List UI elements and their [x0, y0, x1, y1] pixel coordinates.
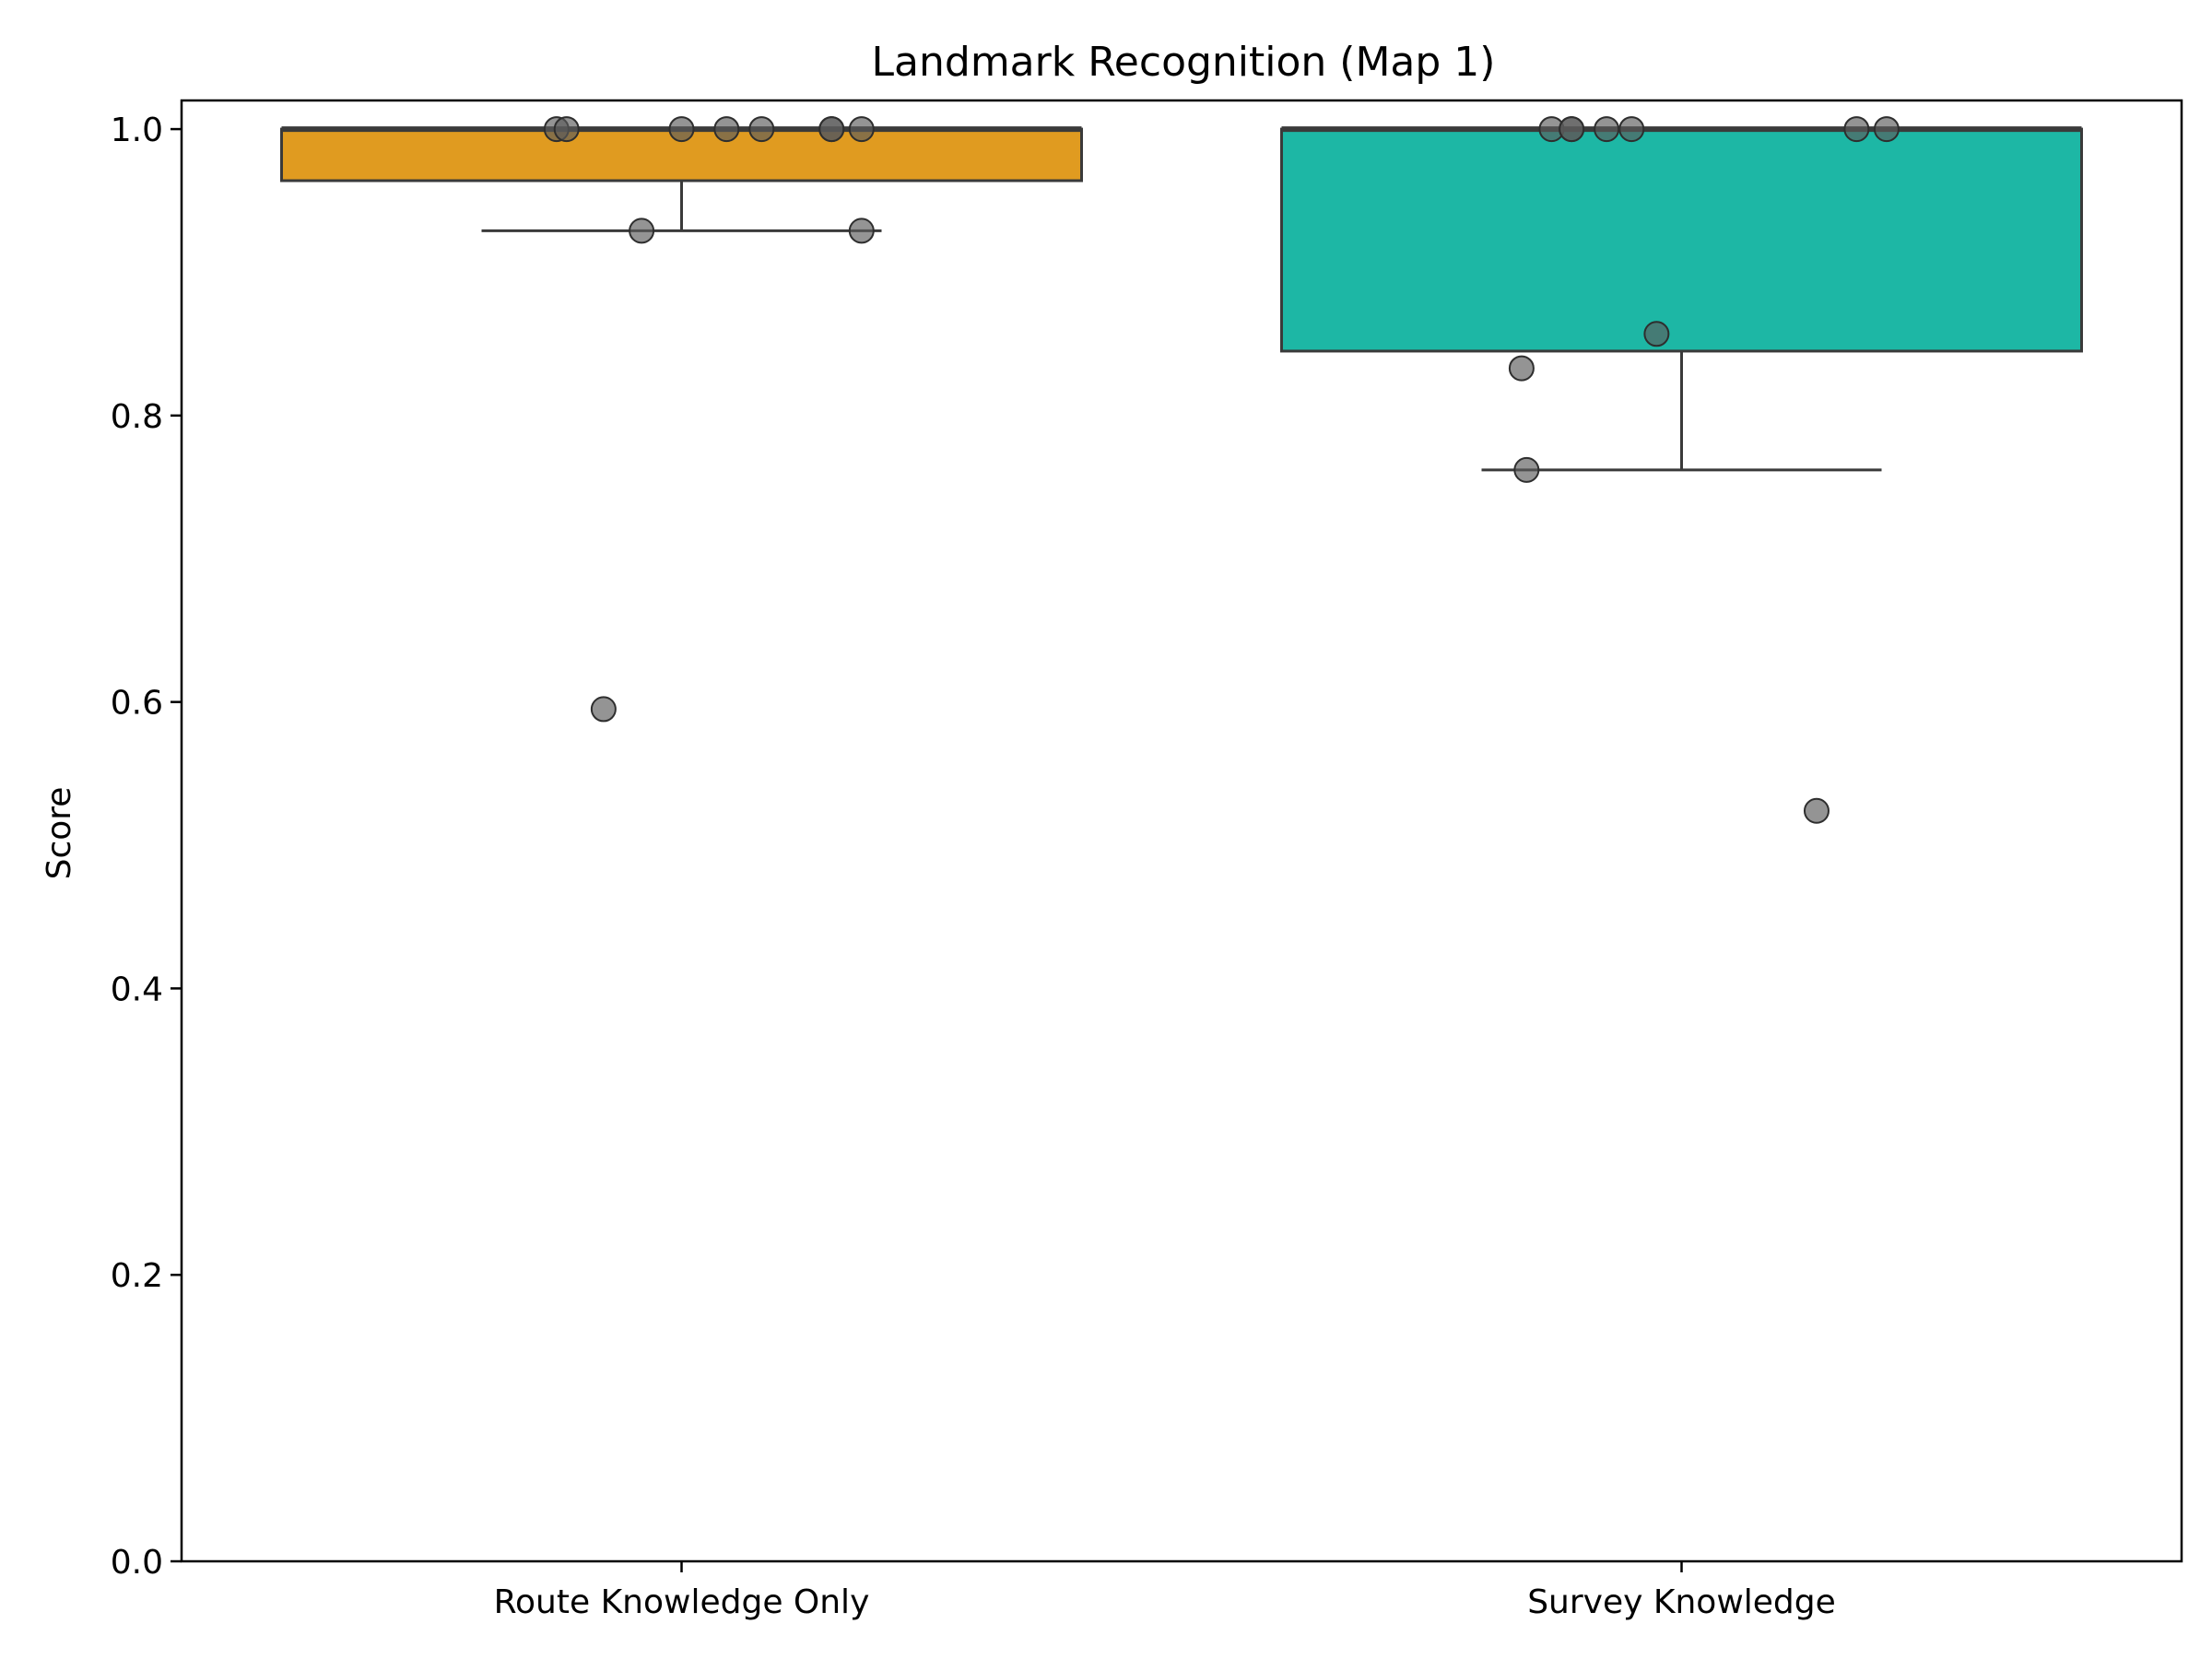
y-tick-label-1: 0.0 — [111, 1544, 163, 1582]
data-point-21 — [1513, 456, 1540, 483]
x-axis-ticks: Route Knowledge Only Survey Knowledge — [494, 1561, 1836, 1621]
data-point-19 — [1643, 321, 1670, 347]
data-point-4 — [713, 116, 740, 143]
plot-frame — [180, 99, 2183, 1563]
data-point-18 — [1873, 116, 1900, 143]
data-point-22 — [1803, 797, 1830, 824]
y-tick-label-2: 0.2 — [111, 1257, 163, 1295]
x-tick-label-1: Route Knowledge Only — [494, 1583, 870, 1621]
data-point-15 — [1594, 116, 1620, 143]
chart-title: Landmark Recognition (Map 1) — [872, 39, 1496, 86]
data-point-10 — [848, 218, 875, 244]
y-tick-label-5: 0.8 — [111, 398, 163, 436]
box-2-group — [1280, 126, 2083, 472]
data-point-11 — [590, 696, 617, 723]
x-tick-label-2: Survey Knowledge — [1527, 1583, 1836, 1621]
y-tick-label-6: 1.0 — [111, 112, 163, 149]
data-point-7 — [818, 116, 845, 143]
data-point-9 — [629, 218, 655, 244]
y-tick-label-3: 0.4 — [111, 971, 163, 1008]
data-point-3 — [668, 116, 695, 143]
data-point-5 — [748, 116, 775, 143]
data-point-17 — [1843, 116, 1870, 143]
data-point-8 — [848, 116, 875, 143]
plot-area — [280, 116, 2083, 824]
box-2-iqr — [1280, 127, 2083, 353]
y-axis-ticks: 0.0 0.2 0.4 0.6 0.8 1.0 — [111, 112, 182, 1582]
y-axis-label: Score — [41, 787, 78, 880]
data-point-2 — [553, 116, 580, 143]
data-point-20 — [1508, 355, 1535, 382]
data-point-14 — [1559, 116, 1585, 143]
y-tick-label-4: 0.6 — [111, 685, 163, 723]
data-point-16 — [1618, 116, 1645, 143]
